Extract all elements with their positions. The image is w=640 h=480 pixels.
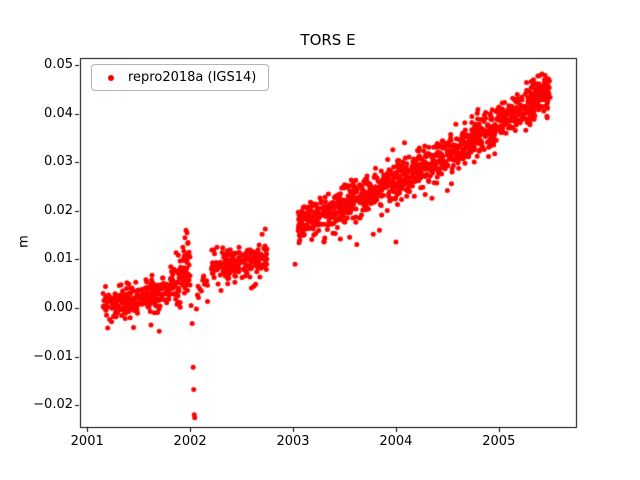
- x-tick-label: 2003: [276, 434, 310, 449]
- x-tick-label: 2001: [70, 434, 104, 449]
- y-tick-label: −0.02: [33, 397, 73, 413]
- x-tick-label: 2005: [482, 434, 516, 449]
- x-tick-label: 2002: [173, 434, 207, 449]
- legend-entry-label: repro2018a (IGS14): [128, 70, 257, 85]
- y-tick-label: 0.01: [44, 251, 73, 267]
- legend-marker-icon: [108, 74, 114, 81]
- y-tick-label: −0.01: [33, 348, 73, 364]
- y-tick-label: 0.05: [44, 57, 73, 73]
- x-tick-label: 2004: [379, 434, 413, 449]
- y-tick-label: 0.02: [44, 202, 73, 218]
- y-tick-label: 0.04: [44, 105, 73, 121]
- y-tick-label: 0.03: [44, 154, 73, 170]
- legend: repro2018a (IGS14): [91, 64, 270, 91]
- chart-title: TORS E: [300, 31, 356, 49]
- y-tick-label: 0.00: [44, 300, 73, 316]
- y-axis-label: m: [16, 235, 32, 248]
